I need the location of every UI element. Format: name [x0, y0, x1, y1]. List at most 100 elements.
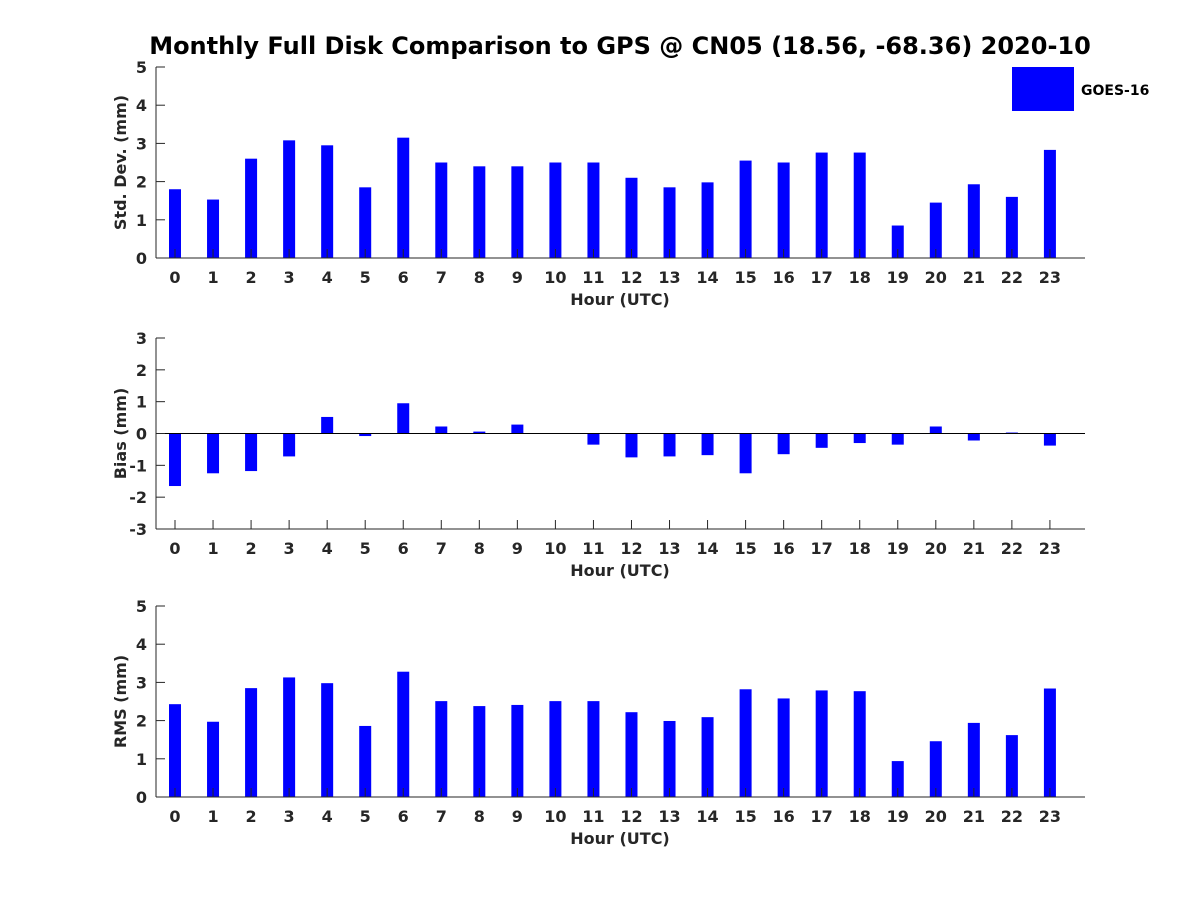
x-tick-label: 18	[849, 539, 871, 558]
bar	[207, 199, 220, 258]
y-axis-label: Bias (mm)	[111, 388, 130, 480]
x-tick-label: 12	[620, 807, 642, 826]
x-tick-label: 11	[582, 807, 604, 826]
bar	[435, 162, 448, 258]
y-tick-label: 1	[136, 750, 147, 769]
bar	[625, 433, 638, 458]
x-tick-label: 8	[474, 807, 485, 826]
bar	[397, 403, 410, 434]
bar	[359, 725, 372, 797]
bar	[511, 704, 524, 797]
y-tick-label: 3	[136, 329, 147, 348]
x-tick-label: 20	[925, 268, 947, 287]
bar	[929, 741, 942, 797]
bar	[625, 712, 638, 797]
y-tick-label: 2	[136, 173, 147, 192]
x-tick-label: 15	[734, 539, 756, 558]
bar	[663, 187, 676, 258]
x-tick-label: 19	[887, 539, 909, 558]
x-tick-label: 8	[474, 539, 485, 558]
bar	[891, 225, 904, 258]
bar	[321, 683, 334, 797]
bar	[815, 433, 828, 448]
y-tick-label: -2	[129, 488, 147, 507]
x-tick-label: 0	[169, 807, 180, 826]
y-tick-label: 1	[136, 211, 147, 230]
bar	[853, 152, 866, 258]
bar	[169, 433, 181, 487]
bar	[169, 189, 181, 258]
x-tick-label: 11	[582, 539, 604, 558]
y-tick-label: 1	[136, 393, 147, 412]
bar	[701, 182, 714, 258]
x-tick-label: 20	[925, 539, 947, 558]
x-tick-label: 7	[436, 268, 447, 287]
x-tick-label: 9	[512, 807, 523, 826]
x-tick-label: 1	[207, 268, 218, 287]
legend: GOES-16	[1012, 67, 1149, 111]
y-tick-label: 4	[136, 635, 147, 654]
bar	[169, 704, 181, 797]
bar	[701, 433, 714, 456]
x-tick-label: 7	[436, 807, 447, 826]
y-tick-label: 0	[136, 788, 147, 807]
legend-swatch	[1012, 67, 1074, 111]
bar	[1005, 735, 1018, 797]
bar	[283, 433, 296, 457]
x-tick-label: 1	[207, 539, 218, 558]
x-tick-label: 6	[398, 807, 409, 826]
bar	[967, 184, 980, 258]
chart-title: Monthly Full Disk Comparison to GPS @ CN…	[149, 32, 1091, 60]
bar	[701, 717, 714, 797]
bar	[891, 761, 904, 797]
bar	[1043, 688, 1056, 797]
x-tick-label: 22	[1001, 807, 1023, 826]
x-tick-label: 4	[322, 268, 333, 287]
x-tick-label: 4	[322, 539, 333, 558]
bar	[777, 698, 790, 797]
y-tick-label: 4	[136, 96, 147, 115]
x-tick-label: 9	[512, 268, 523, 287]
bar	[815, 690, 828, 797]
bar	[777, 433, 790, 455]
bar	[663, 433, 676, 457]
bar	[549, 701, 562, 797]
x-tick-label: 2	[246, 807, 257, 826]
bar	[891, 433, 904, 445]
x-tick-label: 23	[1039, 807, 1061, 826]
x-tick-label: 17	[811, 268, 833, 287]
bar	[359, 187, 372, 258]
x-tick-label: 16	[773, 268, 795, 287]
x-tick-label: 21	[963, 807, 985, 826]
x-tick-label: 19	[887, 807, 909, 826]
x-tick-label: 16	[773, 807, 795, 826]
bar	[511, 424, 524, 434]
y-tick-label: -1	[129, 456, 147, 475]
x-tick-label: 6	[398, 268, 409, 287]
x-tick-label: 22	[1001, 539, 1023, 558]
bar	[853, 691, 866, 797]
x-tick-label: 0	[169, 268, 180, 287]
x-tick-label: 23	[1039, 539, 1061, 558]
y-tick-label: 0	[136, 249, 147, 268]
x-tick-label: 10	[544, 539, 566, 558]
bar	[435, 426, 448, 434]
bar	[967, 722, 980, 797]
x-tick-label: 5	[360, 539, 371, 558]
x-tick-label: 3	[284, 539, 295, 558]
bar	[1005, 196, 1018, 258]
x-tick-label: 5	[360, 807, 371, 826]
x-axis-label: Hour (UTC)	[570, 290, 670, 309]
bar	[511, 166, 524, 258]
x-tick-label: 16	[773, 539, 795, 558]
y-tick-label: 5	[136, 58, 147, 77]
x-tick-label: 1	[207, 807, 218, 826]
bar	[207, 721, 220, 797]
x-tick-label: 18	[849, 268, 871, 287]
x-tick-label: 2	[246, 268, 257, 287]
x-axis-label: Hour (UTC)	[570, 561, 670, 580]
x-tick-label: 2	[246, 539, 257, 558]
bar	[321, 416, 334, 434]
